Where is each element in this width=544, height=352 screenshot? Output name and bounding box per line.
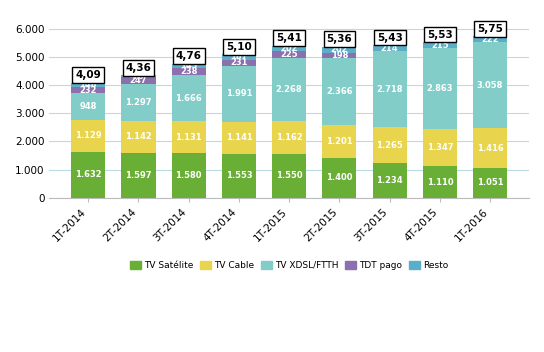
Text: 1.632: 1.632 xyxy=(75,170,102,179)
Bar xyxy=(171,75,206,121)
Text: 5,75: 5,75 xyxy=(477,24,503,34)
Bar xyxy=(121,84,156,121)
Text: 1.991: 1.991 xyxy=(226,89,252,99)
Text: 232: 232 xyxy=(79,86,97,95)
Bar xyxy=(323,47,356,52)
Text: 143: 143 xyxy=(180,62,197,70)
Text: 1.597: 1.597 xyxy=(125,171,152,180)
Bar xyxy=(423,128,457,166)
Bar xyxy=(423,42,457,48)
Text: 202: 202 xyxy=(331,45,348,54)
Text: 1.400: 1.400 xyxy=(326,174,353,182)
Text: 2.863: 2.863 xyxy=(426,84,453,93)
Bar xyxy=(222,59,256,66)
Bar xyxy=(272,51,306,58)
Bar xyxy=(373,45,407,51)
Text: 148: 148 xyxy=(79,80,97,89)
Bar xyxy=(222,154,256,197)
Bar xyxy=(323,125,356,158)
Bar xyxy=(272,58,306,121)
Text: 1.297: 1.297 xyxy=(125,98,152,107)
Bar xyxy=(121,75,156,77)
Bar xyxy=(222,66,256,122)
Text: 1.416: 1.416 xyxy=(477,144,504,153)
Text: 198: 198 xyxy=(331,51,348,60)
Text: 1.141: 1.141 xyxy=(226,133,252,143)
Text: 1.265: 1.265 xyxy=(376,141,403,150)
Text: 76: 76 xyxy=(133,72,144,81)
Text: 1.110: 1.110 xyxy=(426,177,453,187)
Bar xyxy=(272,46,306,51)
Bar xyxy=(121,121,156,153)
Text: 231: 231 xyxy=(230,58,248,67)
Text: 1.666: 1.666 xyxy=(175,94,202,102)
Text: 5,10: 5,10 xyxy=(226,42,252,52)
Bar xyxy=(272,154,306,197)
Bar xyxy=(373,163,407,197)
Text: 5,43: 5,43 xyxy=(376,32,403,43)
Bar xyxy=(71,87,106,93)
Text: 187: 187 xyxy=(230,52,248,61)
Bar xyxy=(71,120,106,152)
Bar xyxy=(473,168,507,197)
Bar xyxy=(171,121,206,153)
Text: 1.142: 1.142 xyxy=(125,132,152,141)
Legend: TV Satélite, TV Cable, TV XDSL/FTTH, TDT pago, Resto: TV Satélite, TV Cable, TV XDSL/FTTH, TDT… xyxy=(126,257,452,274)
Text: 2.268: 2.268 xyxy=(276,85,302,94)
Bar xyxy=(71,93,106,120)
Text: 2.718: 2.718 xyxy=(376,85,403,94)
Bar xyxy=(222,54,256,59)
Text: 1.131: 1.131 xyxy=(175,133,202,142)
Text: 247: 247 xyxy=(129,76,147,85)
Bar xyxy=(423,48,457,128)
Bar xyxy=(71,152,106,197)
Text: 238: 238 xyxy=(180,67,197,76)
Bar xyxy=(121,153,156,197)
Text: 5,53: 5,53 xyxy=(427,30,453,39)
Text: 5,41: 5,41 xyxy=(276,33,302,43)
Text: 2.366: 2.366 xyxy=(326,87,353,96)
Bar xyxy=(222,122,256,154)
Bar xyxy=(473,42,507,128)
Bar xyxy=(171,153,206,197)
Text: 214: 214 xyxy=(381,44,398,52)
Bar xyxy=(373,127,407,163)
Bar xyxy=(323,52,356,58)
Text: 5,36: 5,36 xyxy=(326,34,353,44)
Bar xyxy=(71,83,106,87)
Bar xyxy=(272,121,306,154)
Bar xyxy=(473,128,507,168)
Text: 1.580: 1.580 xyxy=(176,171,202,180)
Text: 1.234: 1.234 xyxy=(376,176,403,185)
Bar xyxy=(473,36,507,42)
Text: 4,09: 4,09 xyxy=(76,70,101,80)
Text: 1.162: 1.162 xyxy=(276,133,302,142)
Text: 1.129: 1.129 xyxy=(75,131,102,140)
Text: 1.347: 1.347 xyxy=(426,143,453,152)
Bar xyxy=(373,51,407,127)
Text: 1.550: 1.550 xyxy=(276,171,302,180)
Bar xyxy=(171,68,206,75)
Text: 1.051: 1.051 xyxy=(477,178,503,187)
Text: 222: 222 xyxy=(481,35,499,44)
Text: 4,36: 4,36 xyxy=(126,63,151,73)
Text: 215: 215 xyxy=(431,40,449,50)
Bar xyxy=(423,166,457,197)
Text: 4,76: 4,76 xyxy=(176,51,202,61)
Bar xyxy=(323,158,356,197)
Text: 3.058: 3.058 xyxy=(477,81,503,90)
Bar xyxy=(323,58,356,125)
Bar xyxy=(171,64,206,68)
Text: 202: 202 xyxy=(280,44,298,53)
Text: 1.553: 1.553 xyxy=(226,171,252,180)
Text: 948: 948 xyxy=(79,102,97,111)
Bar xyxy=(121,77,156,84)
Text: 225: 225 xyxy=(280,50,298,59)
Text: 1.201: 1.201 xyxy=(326,137,353,146)
